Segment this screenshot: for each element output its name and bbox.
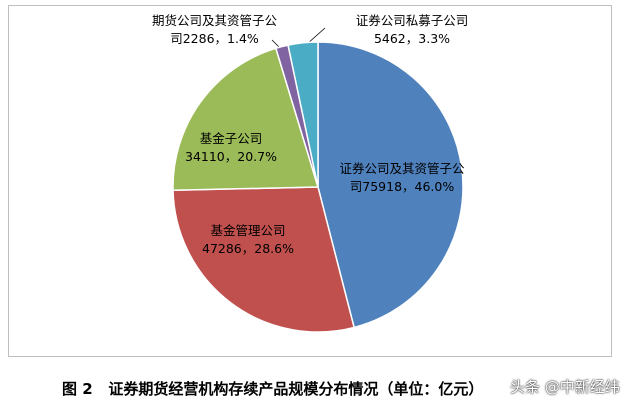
pie-slice	[287, 41, 319, 188]
watermark: 头条 @中新经纬	[510, 378, 620, 396]
value-label: 5462，3.3%	[373, 31, 451, 46]
data-label: 期货公司及其资管子公司2286，1.4%	[152, 12, 277, 48]
slice-name: 证券公司私募子公司	[355, 13, 469, 28]
value-label: 75918，46.0%	[362, 179, 455, 194]
pie-slice	[317, 41, 464, 329]
leader-line	[306, 27, 326, 45]
pie-slice	[172, 186, 356, 333]
caption: 图 2 证券期货经营机构存续产品规模分布情况（单位：亿元）	[62, 380, 484, 398]
value-label: 34110，20.7%	[185, 149, 277, 164]
data-label: 证券公司私募子公司 5462，3.3%	[352, 12, 472, 48]
data-label: 基金子公司 34110，20.7%	[176, 130, 286, 166]
data-label: 基金管理公司 47286，28.6%	[188, 222, 308, 258]
chart-frame	[8, 5, 612, 357]
data-label: 证券公司及其资管子公司75918，46.0%	[338, 160, 466, 196]
pie-slice	[172, 47, 320, 192]
value-label: 2286，1.4%	[182, 31, 259, 46]
slice-name: 基金子公司	[199, 131, 263, 146]
slice-name: 证券公司及其资管子公司	[339, 161, 465, 194]
value-label: 47286，28.6%	[202, 241, 294, 256]
slice-name: 期货公司及其资管子公司	[152, 13, 278, 46]
slice-name: 基金管理公司	[210, 223, 286, 238]
